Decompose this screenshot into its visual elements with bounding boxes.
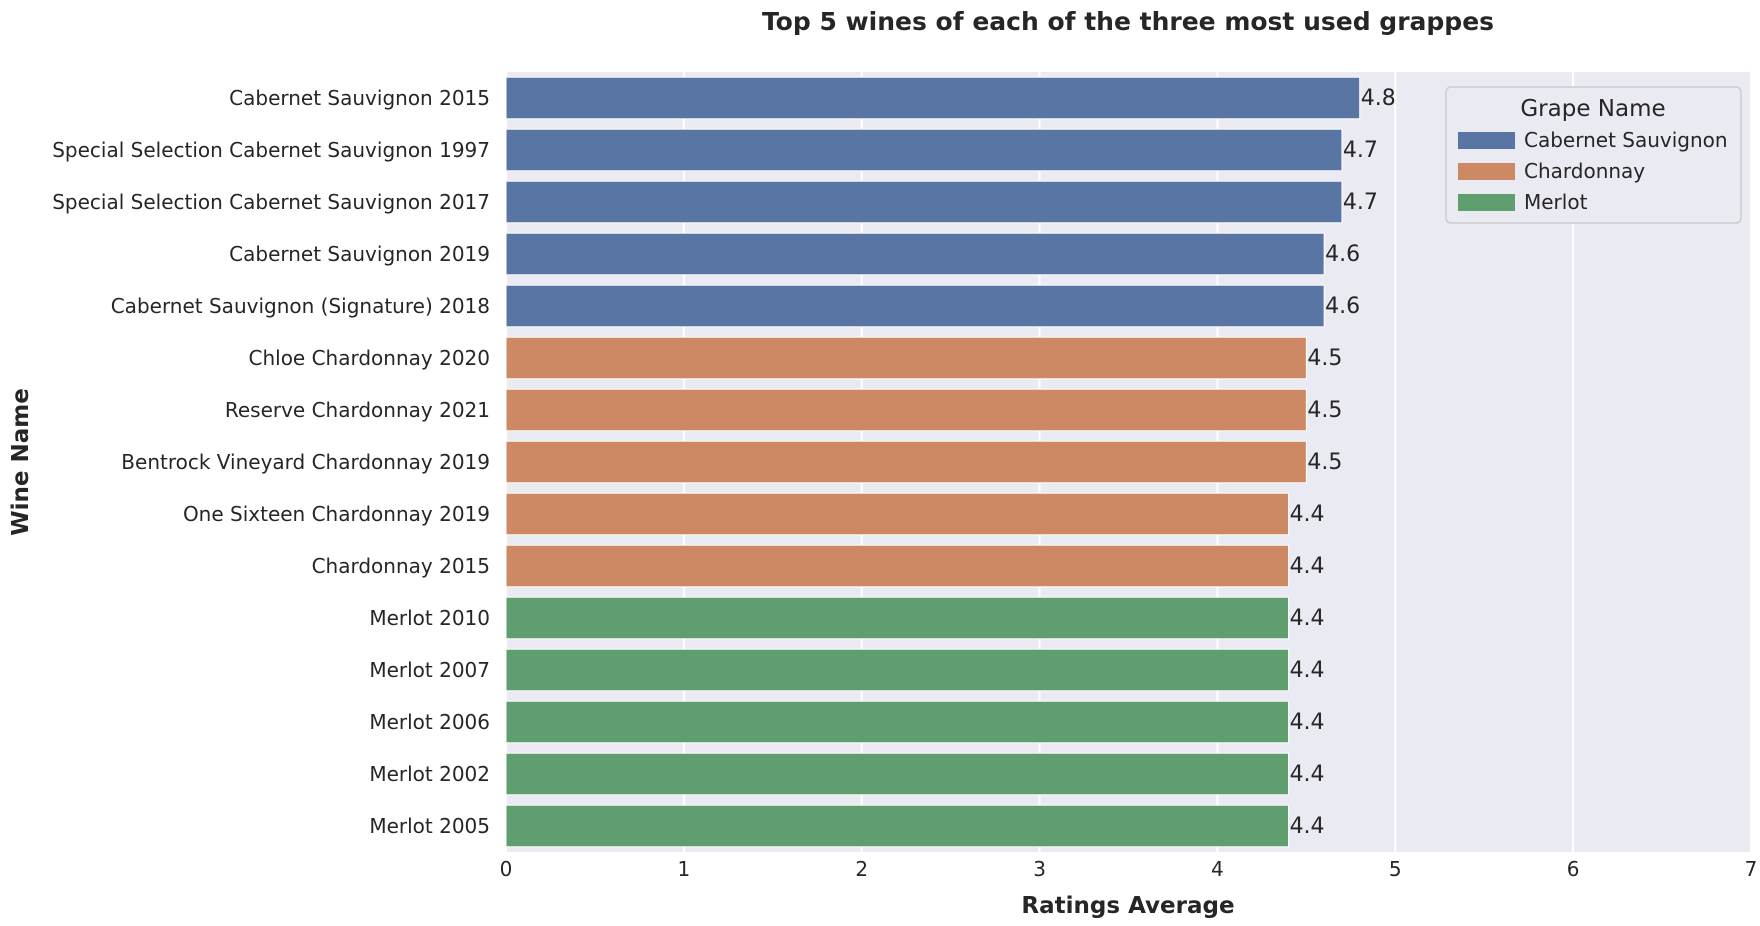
bar xyxy=(505,544,1290,588)
y-tick-label: Special Selection Cabernet Sauvignon 201… xyxy=(52,190,490,214)
x-tick-label: 4 xyxy=(1211,857,1224,881)
bar-value-label: 4.5 xyxy=(1307,346,1342,371)
x-tick-label: 3 xyxy=(1033,857,1046,881)
bar-value-label: 4.5 xyxy=(1307,398,1342,423)
bar xyxy=(505,492,1290,536)
bar xyxy=(505,440,1307,484)
bar-value-label: 4.8 xyxy=(1361,86,1396,111)
bar-value-label: 4.7 xyxy=(1343,138,1378,163)
bar-value-label: 4.4 xyxy=(1290,502,1325,527)
bar-value-label: 4.4 xyxy=(1290,762,1325,787)
y-tick-label: Merlot 2007 xyxy=(369,658,490,682)
bar xyxy=(505,388,1307,432)
x-tick-label: 5 xyxy=(1389,857,1402,881)
bar xyxy=(505,76,1361,120)
legend-label: Merlot xyxy=(1524,190,1588,214)
x-tick-label: 7 xyxy=(1745,857,1758,881)
y-tick-label: One Sixteen Chardonnay 2019 xyxy=(183,502,490,526)
legend-swatch xyxy=(1458,132,1515,149)
legend-label: Chardonnay xyxy=(1524,159,1645,183)
legend-frame xyxy=(1445,86,1742,224)
y-tick-label: Merlot 2006 xyxy=(369,710,490,734)
bar-value-label: 4.6 xyxy=(1325,242,1360,267)
bar-value-label: 4.4 xyxy=(1290,710,1325,735)
bar xyxy=(505,180,1343,224)
y-axis-label: Wine Name xyxy=(8,388,34,536)
legend-swatch xyxy=(1458,194,1515,211)
y-tick-label: Cabernet Sauvignon (Signature) 2018 xyxy=(111,294,490,318)
y-tick-label: Bentrock Vineyard Chardonnay 2019 xyxy=(121,450,490,474)
bar-value-label: 4.6 xyxy=(1325,294,1360,319)
bars xyxy=(505,76,1361,848)
x-tick-label: 2 xyxy=(855,857,868,881)
legend-swatch xyxy=(1458,163,1515,180)
y-tick-label: Merlot 2005 xyxy=(369,814,490,838)
bar xyxy=(505,336,1307,380)
y-tick-label: Cabernet Sauvignon 2019 xyxy=(229,242,490,266)
y-tick-label: Cabernet Sauvignon 2015 xyxy=(229,86,490,110)
x-tick-label: 6 xyxy=(1567,857,1580,881)
chart-title: Top 5 wines of each of the three most us… xyxy=(762,7,1494,36)
bar xyxy=(505,232,1325,276)
bar xyxy=(505,700,1290,744)
x-axis-label: Ratings Average xyxy=(1021,893,1234,919)
bar xyxy=(505,752,1290,796)
bar-value-label: 4.5 xyxy=(1307,450,1342,475)
x-tick-label: 0 xyxy=(500,857,513,881)
bar xyxy=(505,804,1290,848)
bar-value-label: 4.4 xyxy=(1290,814,1325,839)
y-tick-label: Merlot 2002 xyxy=(369,762,490,786)
legend-label: Cabernet Sauvignon xyxy=(1524,128,1728,152)
x-tick-label: 1 xyxy=(677,857,690,881)
data-labels: 4.8 4.7 4.7 4.6 4.6 4.5 4.5 4.5 4.4 4.4 4.4 4.4 4.4 4… xyxy=(1290,86,1396,839)
y-tick-label: Chardonnay 2015 xyxy=(312,554,490,578)
bar-value-label: 4.4 xyxy=(1290,606,1325,631)
bar xyxy=(505,284,1325,328)
y-tick-labels: Cabernet Sauvignon 2015 Special Selection… xyxy=(52,86,490,838)
y-tick-label: Merlot 2010 xyxy=(369,606,490,630)
x-tick-labels: 0 1 2 3 4 5 6 7 xyxy=(500,857,1758,881)
legend: Grape Name Cabernet Sauvignon Chardonnay M… xyxy=(1445,86,1742,224)
y-tick-label: Special Selection Cabernet Sauvignon 199… xyxy=(52,138,490,162)
bar xyxy=(505,648,1290,692)
bar xyxy=(505,128,1343,172)
legend-title: Grape Name xyxy=(1520,96,1665,122)
legend-items: Cabernet Sauvignon Chardonnay Merlot xyxy=(1458,128,1728,214)
bar-value-label: 4.4 xyxy=(1290,554,1325,579)
bar-value-label: 4.7 xyxy=(1343,190,1378,215)
bar xyxy=(505,596,1290,640)
y-tick-label: Reserve Chardonnay 2021 xyxy=(225,398,490,422)
y-tick-label: Chloe Chardonnay 2020 xyxy=(249,346,491,370)
bar-value-label: 4.4 xyxy=(1290,658,1325,683)
